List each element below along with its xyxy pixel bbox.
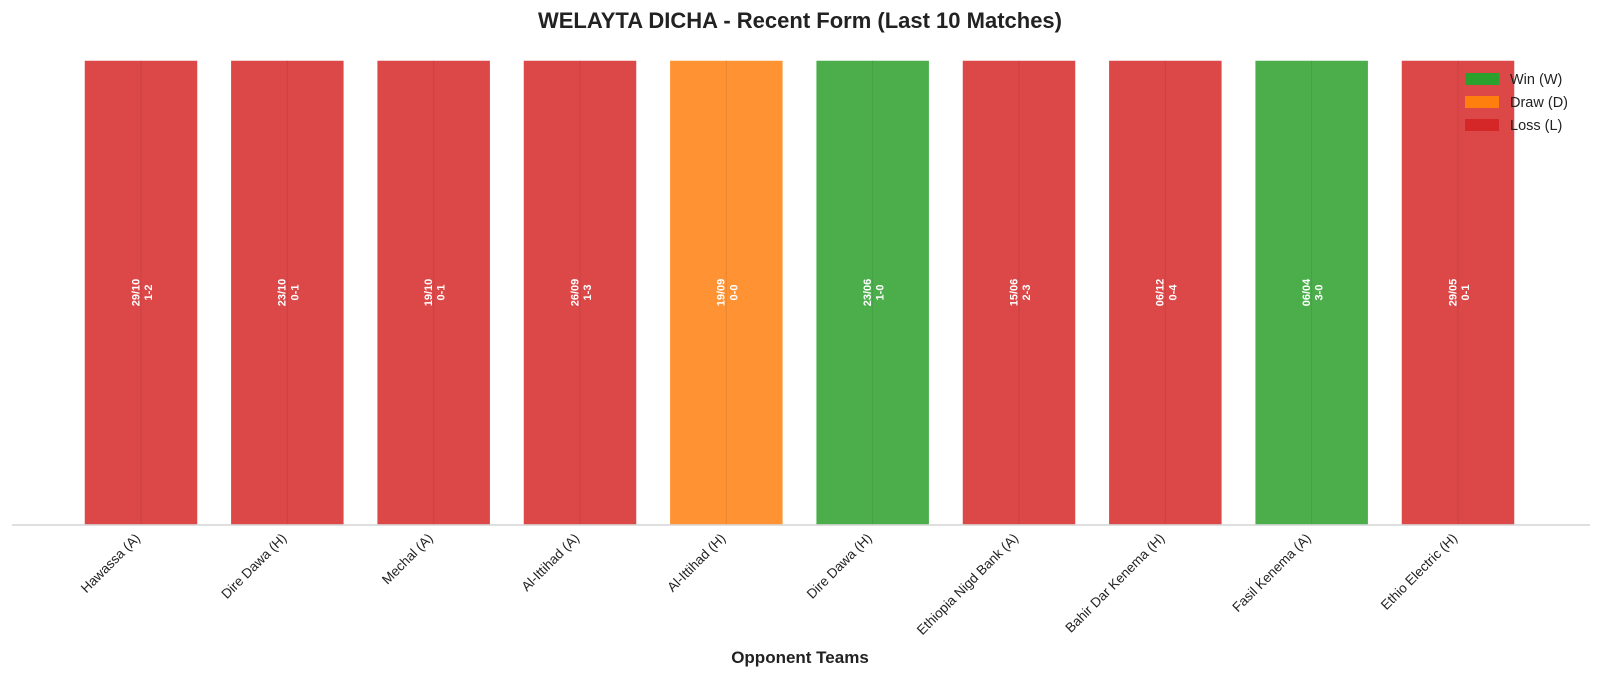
bar-w	[814, 59, 931, 526]
x-tick-label: Ethio Electric (H)	[1378, 531, 1460, 613]
chart-title: WELAYTA DICHA - Recent Form (Last 10 Mat…	[538, 8, 1062, 33]
bar-date-label: 06/12	[1155, 279, 1167, 307]
bar-date-label: 19/09	[716, 279, 728, 307]
legend-item: Loss (L)	[1465, 118, 1562, 134]
bar-data-label: 15/062-3	[1008, 279, 1033, 307]
bar-date-label: 23/10	[277, 279, 289, 307]
bar-group: 23/061-0	[814, 59, 931, 526]
bar-group: 29/050-1	[1400, 59, 1516, 526]
bar-score-label: 1-2	[143, 285, 155, 301]
bar-group: 19/090-0	[668, 59, 785, 526]
legend-label: Draw (D)	[1510, 95, 1568, 111]
x-tick-label: Mechal (A)	[379, 531, 436, 588]
bar-group: 06/043-0	[1253, 59, 1370, 526]
x-tick-label: Dire Dawa (H)	[218, 531, 289, 602]
bar-date-label: 19/10	[423, 279, 435, 307]
bar-data-label: 29/050-1	[1447, 279, 1472, 307]
x-tick-label: Al-Ittihad (H)	[664, 531, 728, 595]
legend-item: Draw (D)	[1465, 95, 1568, 111]
legend-swatch	[1465, 73, 1499, 85]
x-tick-label: Fasil Kenema (A)	[1229, 531, 1313, 615]
bar-l	[375, 59, 492, 526]
x-axis-label: Opponent Teams	[731, 648, 869, 667]
x-tick-label: Al-Ittihad (A)	[518, 531, 582, 595]
bars-group: 29/101-2 23/100-1 19/100-1 26/091-3 19/090-0…	[83, 59, 1516, 526]
legend: Win (W) Draw (D) Loss (L)	[1465, 72, 1568, 134]
bar-l	[229, 59, 346, 526]
bar-data-label: 06/043-0	[1301, 278, 1326, 306]
legend-item: Win (W)	[1465, 72, 1562, 88]
bar-l	[961, 59, 1077, 526]
bar-date-label: 29/05	[1447, 279, 1459, 307]
bar-date-label: 15/06	[1008, 279, 1020, 307]
x-tick-labels: Hawassa (A) Dire Dawa (H) Mechal (A) Al-Itt…	[78, 531, 1460, 638]
bar-data-label: 26/091-3	[569, 279, 594, 307]
bar-score-label: 2-3	[1021, 285, 1033, 301]
bar-data-label: 19/090-0	[716, 279, 741, 307]
legend-label: Loss (L)	[1510, 118, 1562, 134]
legend-label: Win (W)	[1510, 72, 1562, 88]
x-tick-label: Bahir Dar Kenema (H)	[1062, 531, 1167, 636]
bar-group: 06/120-4	[1107, 59, 1224, 526]
bar-score-label: 0-1	[289, 285, 301, 301]
bar-score-label: 1-3	[582, 285, 594, 301]
bar-data-label: 23/061-0	[862, 279, 887, 307]
x-tick-label: Dire Dawa (H)	[804, 531, 875, 602]
bar-group: 23/100-1	[229, 59, 346, 526]
bar-data-label: 29/101-2	[130, 279, 155, 307]
bar-group: 19/100-1	[375, 59, 492, 526]
bar-score-label: 3-0	[1314, 285, 1326, 301]
bar-score-label: 0-1	[1460, 285, 1472, 301]
bar-score-label: 1-0	[875, 285, 887, 301]
bar-date-label: 06/04	[1301, 278, 1313, 306]
bar-l	[83, 59, 199, 526]
bar-w	[1253, 59, 1370, 526]
bar-data-label: 23/100-1	[277, 279, 302, 307]
bar-score-label: 0-4	[1167, 284, 1179, 301]
x-tick-label: Ethiopia Nigd Bank (A)	[914, 531, 1021, 638]
bar-date-label: 23/06	[862, 279, 874, 307]
bar-score-label: 0-0	[728, 285, 740, 301]
bar-data-label: 06/120-4	[1155, 279, 1180, 307]
bar-l	[1400, 59, 1516, 526]
bar-score-label: 0-1	[436, 285, 448, 301]
bar-data-label: 19/100-1	[423, 279, 448, 307]
x-tick-label: Hawassa (A)	[78, 531, 143, 596]
bar-l	[1107, 59, 1224, 526]
legend-swatch	[1465, 119, 1499, 131]
bar-date-label: 29/10	[130, 279, 142, 307]
bar-group: 29/101-2	[83, 59, 199, 526]
bar-group: 26/091-3	[522, 59, 638, 526]
bar-date-label: 26/09	[569, 279, 581, 307]
bar-group: 15/062-3	[961, 59, 1077, 526]
legend-swatch	[1465, 96, 1499, 108]
